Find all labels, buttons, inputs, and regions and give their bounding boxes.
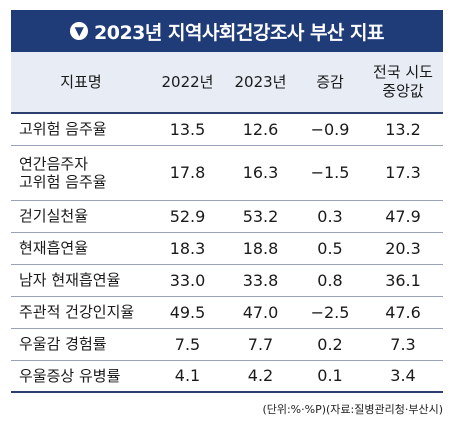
- value-national-median: 47.9: [363, 200, 443, 233]
- indicator-name: 남자 현재흡연율: [11, 264, 151, 297]
- value-national-median: 20.3: [363, 232, 443, 265]
- indicator-table-card: ▼ 2023년 지역사회건강조사 부산 지표 지표명 2022년 2023년 증…: [11, 10, 443, 417]
- value-2022: 7.5: [151, 328, 224, 361]
- table-row: 남자 현재흡연율 33.0 33.8 0.8 36.1: [11, 264, 443, 297]
- value-national-median: 17.3: [363, 145, 443, 201]
- header-2023: 2023년: [224, 52, 297, 114]
- value-2022: 4.1: [151, 360, 224, 393]
- value-2023: 33.8: [224, 264, 297, 297]
- indicator-table: 지표명 2022년 2023년 증감 전국 시도 중앙값 고위험 음주율 13.5…: [11, 52, 443, 393]
- value-change: −2.5: [297, 296, 363, 329]
- header-national-median: 전국 시도 중앙값: [363, 52, 443, 114]
- value-2023: 47.0: [224, 296, 297, 329]
- value-2022: 13.5: [151, 113, 224, 146]
- value-national-median: 13.2: [363, 113, 443, 146]
- value-2022: 33.0: [151, 264, 224, 297]
- title-bar: ▼ 2023년 지역사회건강조사 부산 지표: [11, 10, 443, 52]
- value-national-median: 7.3: [363, 328, 443, 361]
- table-row: 우울감 경험률 7.5 7.7 0.2 7.3: [11, 328, 443, 361]
- value-2023: 16.3: [224, 145, 297, 201]
- value-2023: 18.8: [224, 232, 297, 265]
- indicator-name: 주관적 건강인지율: [11, 296, 151, 329]
- table-row: 걷기실천율 52.9 53.2 0.3 47.9: [11, 200, 443, 233]
- table-row: 연간음주자 고위험 음주율 17.8 16.3 −1.5 17.3: [11, 145, 443, 201]
- header-2022: 2022년: [151, 52, 224, 114]
- down-arrow-circle-icon: ▼: [70, 22, 89, 40]
- table-row: 주관적 건강인지율 49.5 47.0 −2.5 47.6: [11, 296, 443, 329]
- header-change: 증감: [297, 52, 363, 114]
- value-change: 0.8: [297, 264, 363, 297]
- value-2022: 52.9: [151, 200, 224, 233]
- value-2023: 7.7: [224, 328, 297, 361]
- header-indicator: 지표명: [11, 52, 151, 114]
- value-2022: 49.5: [151, 296, 224, 329]
- source-note: (단위:%·%P)(자료:질병관리청·부산시): [262, 403, 443, 416]
- value-national-median: 47.6: [363, 296, 443, 329]
- indicator-name: 고위험 음주율: [11, 113, 151, 146]
- value-national-median: 3.4: [363, 360, 443, 393]
- value-2023: 12.6: [224, 113, 297, 146]
- value-change: 0.5: [297, 232, 363, 265]
- value-2023: 53.2: [224, 200, 297, 233]
- value-change: 0.1: [297, 360, 363, 393]
- table-title: 2023년 지역사회건강조사 부산 지표: [94, 21, 384, 44]
- table-row: 고위험 음주율 13.5 12.6 −0.9 13.2: [11, 113, 443, 146]
- value-2022: 18.3: [151, 232, 224, 265]
- value-change: −0.9: [297, 113, 363, 146]
- value-national-median: 36.1: [363, 264, 443, 297]
- table-row: 우울증상 유병률 4.1 4.2 0.1 3.4: [11, 360, 443, 393]
- indicator-name: 연간음주자 고위험 음주율: [11, 145, 151, 201]
- indicator-name: 우울증상 유병률: [11, 360, 151, 393]
- value-change: 0.2: [297, 328, 363, 361]
- value-2023: 4.2: [224, 360, 297, 393]
- table-header-row: 지표명 2022년 2023년 증감 전국 시도 중앙값: [11, 52, 443, 114]
- indicator-name: 현재흡연율: [11, 232, 151, 265]
- table-row: 현재흡연율 18.3 18.8 0.5 20.3: [11, 232, 443, 265]
- value-change: −1.5: [297, 145, 363, 201]
- value-2022: 17.8: [151, 145, 224, 201]
- indicator-name: 우울감 경험률: [11, 328, 151, 361]
- value-change: 0.3: [297, 200, 363, 233]
- indicator-name: 걷기실천율: [11, 200, 151, 233]
